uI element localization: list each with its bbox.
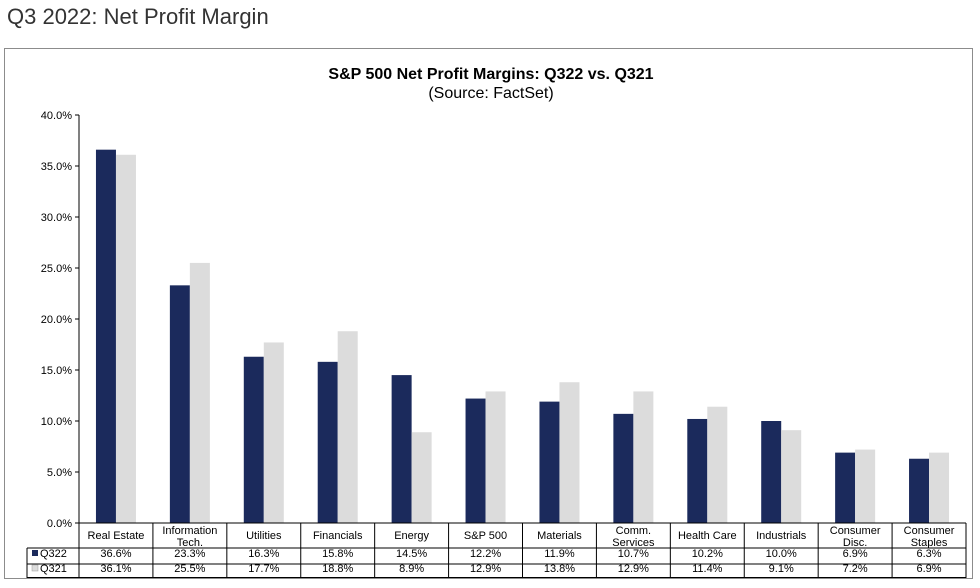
category-label: Utilities xyxy=(246,530,282,542)
bar-q322 xyxy=(243,356,264,523)
data-label-q321: 9.1% xyxy=(769,563,794,575)
legend-swatch-q322 xyxy=(32,550,38,556)
data-label-q322: 10.2% xyxy=(692,548,723,560)
bar-q322 xyxy=(539,401,560,523)
data-label-q321: 13.8% xyxy=(544,563,575,575)
category-label: Health Care xyxy=(678,530,737,542)
page-title: Q3 2022: Net Profit Margin xyxy=(7,4,269,29)
data-label-q321: 12.9% xyxy=(470,563,501,575)
data-label-q322: 6.9% xyxy=(843,548,868,560)
y-tick-label: 40.0% xyxy=(41,110,72,122)
category-label: Tech. xyxy=(177,537,203,549)
data-label-q322: 10.0% xyxy=(766,548,797,560)
category-label: S&P 500 xyxy=(464,530,507,542)
bar-q322 xyxy=(317,361,338,523)
bar-q322 xyxy=(909,458,930,523)
y-tick-label: 35.0% xyxy=(41,161,72,173)
bar-q321 xyxy=(485,391,506,523)
data-label-q321: 36.1% xyxy=(100,563,131,575)
bar-q322 xyxy=(391,375,412,523)
bar-q321 xyxy=(559,382,580,523)
category-label: Real Estate xyxy=(88,530,145,542)
bar-q321 xyxy=(337,331,358,523)
data-label-q321: 7.2% xyxy=(843,563,868,575)
category-label: Consumer xyxy=(830,525,881,537)
bar-q321 xyxy=(707,406,728,523)
data-label-q322: 11.9% xyxy=(544,548,575,560)
bar-q322 xyxy=(613,413,634,523)
bars xyxy=(95,149,950,523)
bar-q321 xyxy=(633,391,654,523)
bar-q321 xyxy=(855,449,876,523)
bar-q322 xyxy=(687,418,708,523)
y-tick-label: 5.0% xyxy=(47,467,72,479)
bar-q322 xyxy=(835,452,856,523)
category-label: Financials xyxy=(313,530,363,542)
data-label-q322: 15.8% xyxy=(322,548,353,560)
bar-q322 xyxy=(465,398,486,523)
y-tick-label: 15.0% xyxy=(41,365,72,377)
data-label-q321: 18.8% xyxy=(322,563,353,575)
bar-q321 xyxy=(929,452,950,523)
bar-q321 xyxy=(263,342,284,523)
category-label: Comm. xyxy=(616,525,651,537)
chart-subtitle: (Source: FactSet) xyxy=(428,85,553,102)
bar-q321 xyxy=(411,432,432,523)
data-label-q321: 11.4% xyxy=(692,563,723,575)
chart-frame: S&P 500 Net Profit Margins: Q322 vs. Q32… xyxy=(4,48,973,579)
data-label-q322: 16.3% xyxy=(248,548,279,560)
axes: 0.0% 5.0% 10.0% 15.0% 20.0% 25.0% 30.0% 35.0% 40… xyxy=(41,110,80,530)
bar-q322 xyxy=(95,149,116,523)
bar-q321 xyxy=(115,154,136,523)
data-label-q321: 25.5% xyxy=(174,563,205,575)
y-tick-label: 30.0% xyxy=(41,212,72,224)
y-tick-label: 20.0% xyxy=(41,314,72,326)
category-label: Energy xyxy=(394,530,429,542)
category-label: Industrials xyxy=(756,530,807,542)
data-label-q322: 6.3% xyxy=(917,548,942,560)
y-tick-label: 25.0% xyxy=(41,263,72,275)
data-label-q322: 10.7% xyxy=(618,548,649,560)
data-label-q321: 17.7% xyxy=(248,563,279,575)
bar-q322 xyxy=(761,421,782,523)
data-label-q321: 6.9% xyxy=(917,563,942,575)
bar-q322 xyxy=(169,285,190,523)
bar-q321 xyxy=(781,430,802,523)
y-tick-label: 0.0% xyxy=(47,518,72,530)
category-label: Consumer xyxy=(904,525,955,537)
data-label-q321: 8.9% xyxy=(399,563,424,575)
bar-q321 xyxy=(189,262,210,523)
data-label-q322: 23.3% xyxy=(174,548,205,560)
category-label: Staples xyxy=(911,537,948,549)
category-label: Services xyxy=(612,537,655,549)
data-label-q322: 12.2% xyxy=(470,548,501,560)
y-tick-label: 10.0% xyxy=(41,416,72,428)
legend-label-q321: Q321 xyxy=(40,563,67,575)
category-label: Disc. xyxy=(843,537,867,549)
category-label: Information xyxy=(162,525,217,537)
legend-label-q322: Q322 xyxy=(40,548,67,560)
data-label-q322: 36.6% xyxy=(100,548,131,560)
category-label: Materials xyxy=(537,530,582,542)
chart-title: S&P 500 Net Profit Margins: Q322 vs. Q32… xyxy=(328,66,653,83)
data-label-q321: 12.9% xyxy=(618,563,649,575)
net-profit-margin-chart: S&P 500 Net Profit Margins: Q322 vs. Q32… xyxy=(26,66,967,578)
legend-swatch-q321 xyxy=(31,564,39,572)
data-label-q322: 14.5% xyxy=(396,548,427,560)
